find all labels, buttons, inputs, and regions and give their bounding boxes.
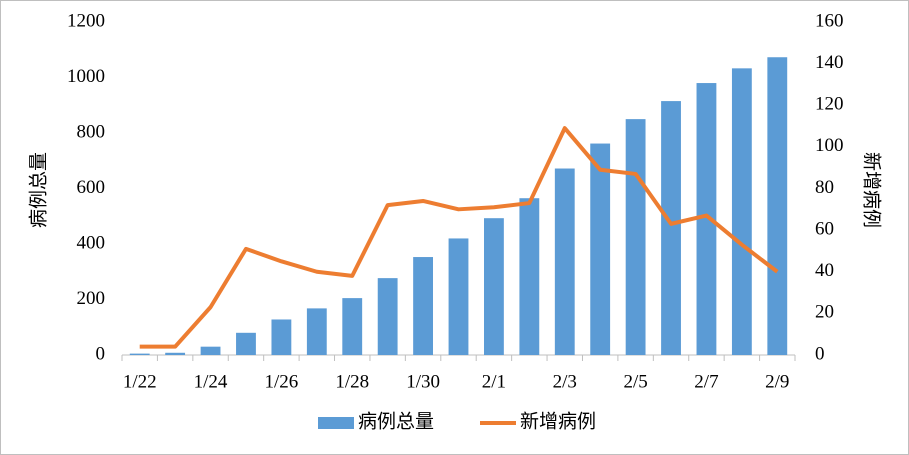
y2-tick-label: 0 xyxy=(815,343,825,364)
y-axis-title: 病例总量 xyxy=(27,152,49,228)
bar xyxy=(129,353,150,355)
bar xyxy=(767,57,788,356)
y-tick-label: 600 xyxy=(77,177,106,198)
y2-tick-label: 120 xyxy=(815,94,844,115)
y2-axis-title: 新增病例 xyxy=(861,152,883,228)
bar xyxy=(165,352,186,355)
bar xyxy=(413,257,433,355)
x-tick-label: 1/26 xyxy=(265,371,299,392)
bar xyxy=(625,119,646,355)
x-tick-label: 2/5 xyxy=(623,371,647,392)
bar xyxy=(271,319,292,355)
y2-tick-label: 20 xyxy=(815,302,834,323)
x-tick-label: 2/3 xyxy=(553,371,577,392)
y-tick-label: 400 xyxy=(77,232,106,253)
bar xyxy=(342,298,363,355)
y2-tick-label: 160 xyxy=(815,10,844,31)
bar xyxy=(377,278,398,355)
bar xyxy=(696,83,717,356)
bar xyxy=(200,346,221,355)
bar xyxy=(731,68,752,355)
y-tick-label: 1200 xyxy=(67,10,105,31)
y2-tick-label: 40 xyxy=(815,260,834,281)
y-tick-label: 200 xyxy=(77,288,106,309)
y-tick-label: 0 xyxy=(96,343,106,364)
x-tick-label: 1/28 xyxy=(335,371,369,392)
line xyxy=(139,126,779,349)
legend-swatch xyxy=(318,417,354,429)
x-tick-label: 1/24 xyxy=(194,371,228,392)
y2-tick-label: 100 xyxy=(815,135,844,156)
bar xyxy=(448,238,469,355)
bar xyxy=(484,218,504,355)
bar xyxy=(661,101,681,356)
y2-tick-label: 80 xyxy=(815,177,834,198)
y-tick-label: 800 xyxy=(77,121,106,142)
legend-label: 病例总量 xyxy=(358,410,434,432)
bar xyxy=(554,168,575,355)
y-tick-label: 1000 xyxy=(67,66,105,87)
x-tick-label: 2/7 xyxy=(694,371,718,392)
bar xyxy=(590,143,611,355)
bar xyxy=(306,308,327,355)
x-tick-label: 2/9 xyxy=(765,371,789,392)
y2-tick-label: 140 xyxy=(815,52,844,73)
bar xyxy=(519,198,540,355)
x-tick-label: 1/30 xyxy=(406,371,440,392)
legend-label: 新增病例 xyxy=(520,410,596,432)
x-tick-label: 1/22 xyxy=(123,371,157,392)
y2-tick-label: 60 xyxy=(815,218,834,239)
bar xyxy=(236,332,256,355)
x-tick-label: 2/1 xyxy=(482,371,506,392)
